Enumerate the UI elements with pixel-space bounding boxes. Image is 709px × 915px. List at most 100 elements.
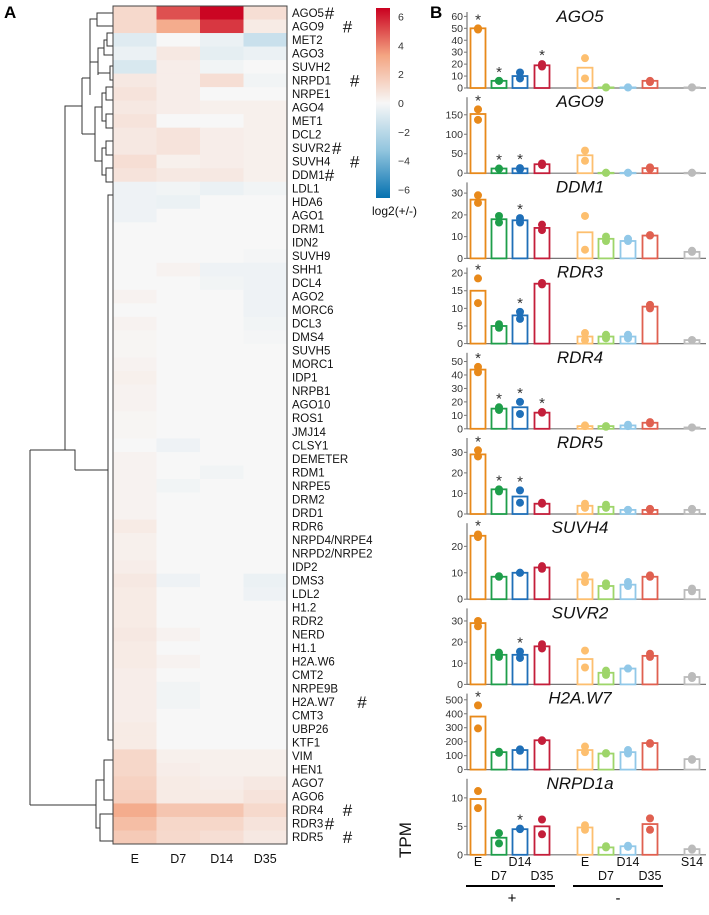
y-tick-label: 0 xyxy=(457,679,463,691)
heatmap-column-labels: E D7 D14 D35 xyxy=(131,852,277,866)
data-point xyxy=(624,234,632,243)
data-point xyxy=(688,844,696,853)
heatmap-cell xyxy=(243,235,288,250)
y-tick-label: 0 xyxy=(457,423,463,435)
heatmap-cell xyxy=(113,492,157,507)
gene-label: AGO6 xyxy=(292,792,324,804)
heatmap-cell xyxy=(113,425,157,440)
data-point xyxy=(516,824,524,833)
heatmap-cell xyxy=(113,141,157,156)
heatmap-cell xyxy=(243,479,288,494)
heatmap-cell xyxy=(200,816,244,831)
heatmap-cell xyxy=(156,249,201,264)
significance-hash: # xyxy=(343,17,353,36)
data-point xyxy=(624,664,632,673)
data-point xyxy=(538,159,546,168)
y-tick-label: 10 xyxy=(451,567,463,579)
y-tick-label: 10 xyxy=(451,792,463,804)
gene-label: DEMETER xyxy=(292,454,348,466)
y-tick-label: 30 xyxy=(451,447,463,459)
y-tick-label: 10 xyxy=(451,658,463,670)
significance-star: * xyxy=(475,92,481,109)
data-point xyxy=(538,562,546,571)
gene-label: RDR2 xyxy=(292,616,323,628)
y-tick-label: 10 xyxy=(451,303,463,315)
heatmap-cell xyxy=(200,587,244,602)
data-point xyxy=(516,214,524,223)
heatmap-cell xyxy=(243,330,288,345)
gene-label: DRM1 xyxy=(292,224,325,236)
heatmap-cell xyxy=(243,6,288,21)
significance-star: * xyxy=(496,152,502,169)
y-tick-label: 0 xyxy=(457,83,463,95)
heatmap-cell xyxy=(156,262,201,277)
heatmap-cell xyxy=(156,600,201,615)
heatmap-cell xyxy=(200,776,244,791)
heatmap-cell xyxy=(200,452,244,467)
heatmap-cell xyxy=(156,168,201,183)
x-category-label: D7 xyxy=(491,869,507,883)
data-point xyxy=(688,246,696,255)
heatmap-cell xyxy=(113,33,157,48)
y-tick-label: 20 xyxy=(451,396,463,408)
heatmap-cell xyxy=(113,816,157,831)
gene-label: MET2 xyxy=(292,35,323,47)
heatmap-cell xyxy=(156,654,201,669)
y-tick-label: 200 xyxy=(445,736,463,748)
data-point xyxy=(516,74,524,83)
heatmap-cell xyxy=(113,262,157,277)
heatmap-cell xyxy=(113,316,157,331)
heatmap-cell xyxy=(200,492,244,507)
heatmap-cell xyxy=(200,627,244,642)
heatmap-cell xyxy=(243,452,288,467)
heatmap-cell xyxy=(156,708,201,723)
heatmap-cell xyxy=(156,87,201,102)
heatmap-cell xyxy=(243,587,288,602)
y-tick-label: 15 xyxy=(451,285,463,297)
heatmap-cell xyxy=(113,762,157,777)
colorbar-tick-label: 0 xyxy=(398,98,404,110)
significance-star: * xyxy=(539,47,545,64)
gene-label: DCL2 xyxy=(292,129,321,141)
y-tick-label: 20 xyxy=(451,467,463,479)
heatmap-cell xyxy=(243,73,288,88)
heatmap-cell xyxy=(200,654,244,669)
heatmap-cell xyxy=(200,425,244,440)
gene-label: RDR5 xyxy=(292,832,323,844)
heatmap-cell xyxy=(113,587,157,602)
significance-star: * xyxy=(517,635,523,652)
significance-hash: # xyxy=(332,139,342,158)
gene-label: NERD xyxy=(292,630,325,642)
data-point xyxy=(688,755,696,764)
gene-label: AGO7 xyxy=(292,778,324,790)
heatmap-cell xyxy=(200,87,244,102)
heatmap xyxy=(113,6,288,845)
data-point xyxy=(495,485,503,494)
heatmap-cell xyxy=(113,303,157,318)
heatmap-cell xyxy=(243,384,288,399)
y-tick-label: 300 xyxy=(445,722,463,734)
heatmap-cell xyxy=(200,343,244,358)
data-point xyxy=(581,54,589,63)
heatmap-cell xyxy=(200,208,244,223)
data-point xyxy=(495,648,503,657)
bar xyxy=(469,622,487,686)
heatmap-cell xyxy=(243,397,288,412)
significance-star: * xyxy=(475,261,481,278)
data-point xyxy=(688,168,696,177)
gene-label: UBP26 xyxy=(292,724,328,736)
heatmap-cell xyxy=(156,411,201,426)
y-tick-label: 40 xyxy=(451,369,463,381)
data-point xyxy=(646,571,654,580)
heatmap-cell xyxy=(113,452,157,467)
heatmap-cell xyxy=(113,654,157,669)
y-axis-label: TPM xyxy=(396,822,415,858)
data-point xyxy=(495,403,503,412)
heatmap-cell xyxy=(156,560,201,575)
heatmap-cell xyxy=(156,330,201,345)
gene-label: ROS1 xyxy=(292,413,323,425)
heatmap-cell xyxy=(113,249,157,264)
data-point xyxy=(516,486,524,495)
data-point xyxy=(474,804,482,813)
